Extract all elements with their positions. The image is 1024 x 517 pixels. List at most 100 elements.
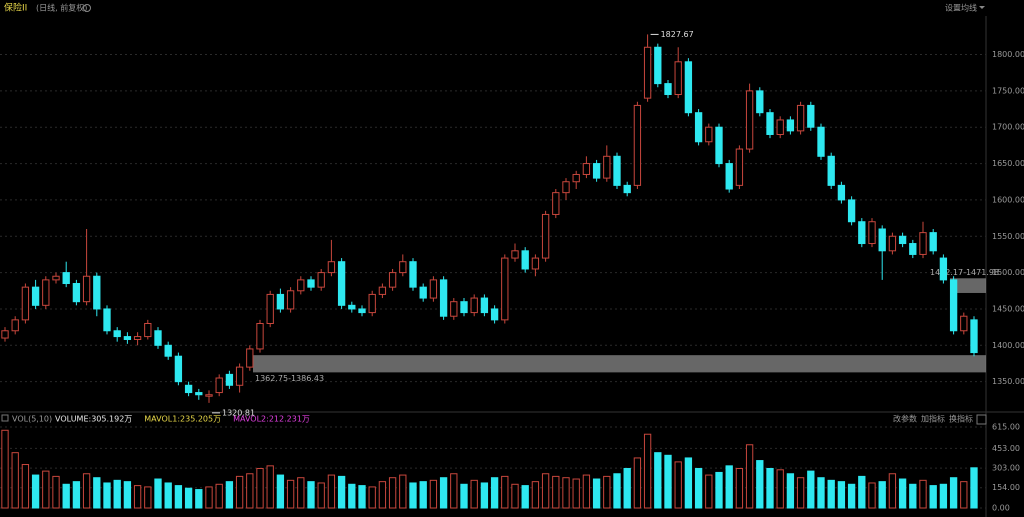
volume-bar	[654, 452, 662, 509]
candle-body	[439, 279, 448, 317]
legend-entry: MAVOL1:235.205万	[144, 415, 221, 424]
volume-bar	[511, 483, 519, 509]
ma-settings[interactable]: 设置均线	[945, 3, 977, 13]
volume-bar	[11, 452, 19, 509]
volume-bar	[552, 475, 560, 509]
close[interactable]	[976, 414, 987, 425]
candle-body	[817, 126, 825, 157]
volume-bar	[929, 485, 937, 509]
candle-body	[399, 261, 407, 274]
volume-bar	[827, 479, 835, 509]
candle-body	[847, 199, 856, 223]
volume-bar	[256, 467, 264, 509]
volume-bar	[796, 477, 805, 509]
volume-bar	[205, 486, 213, 509]
candle-body	[246, 348, 254, 368]
candle-body	[337, 261, 346, 306]
candle-body	[419, 286, 427, 299]
volume-bar	[562, 477, 570, 509]
candle-body	[317, 272, 325, 288]
volume-bar	[307, 481, 315, 509]
candle-body	[807, 104, 815, 128]
collapse[interactable]	[1, 414, 9, 422]
title: 保险II	[4, 2, 27, 14]
candle-body	[929, 232, 937, 252]
candle-body	[93, 275, 101, 310]
candle-body	[184, 384, 193, 394]
volume-bar	[572, 478, 580, 509]
candle-body	[307, 279, 315, 288]
volume-bar	[266, 465, 274, 509]
volume-bar	[103, 482, 111, 509]
volume-bar	[72, 481, 81, 509]
candle-body	[572, 173, 580, 183]
candle-body	[684, 61, 693, 114]
candle-body	[480, 297, 489, 314]
volume-bar	[878, 481, 886, 509]
candle-body	[113, 330, 121, 338]
candle-body	[745, 90, 754, 150]
candle-body	[409, 261, 417, 288]
candle-body	[450, 301, 458, 317]
volume-bar	[123, 481, 132, 509]
candle-body	[511, 250, 519, 259]
volume-bar	[297, 477, 305, 509]
volume-bar	[694, 467, 703, 509]
volume-bar	[909, 483, 917, 509]
y-tick-label: 1700.00	[992, 123, 1024, 132]
y-tick-label: 154.00	[992, 483, 1020, 492]
candle-body	[205, 394, 213, 397]
candle-body	[297, 279, 305, 292]
y-tick-label: 615.00	[992, 422, 1020, 431]
volume-bar	[735, 467, 744, 509]
volume-bar	[970, 467, 978, 509]
candle-body	[31, 286, 40, 306]
candle-body	[286, 290, 295, 310]
volume-bar	[368, 486, 376, 509]
candle-body	[82, 275, 91, 303]
candle-body	[562, 181, 570, 194]
volume-bar	[62, 483, 70, 509]
volume-bar	[766, 467, 774, 509]
volume-bar	[684, 457, 693, 509]
legend-entry: MAVOL2:212.231万	[233, 415, 310, 424]
candle-body	[623, 184, 631, 194]
volume-bar	[939, 483, 948, 509]
candle-body	[541, 213, 550, 259]
volume-bar	[837, 481, 846, 509]
candle-body	[133, 336, 142, 340]
button[interactable]: 加指标	[921, 414, 945, 424]
volume-bar	[847, 483, 856, 509]
candle-body	[715, 126, 723, 165]
candle-body	[827, 155, 835, 186]
volume-bar	[592, 478, 601, 509]
candle-body	[348, 304, 356, 310]
volume-bar	[960, 481, 968, 509]
button[interactable]: 改参数	[893, 414, 917, 424]
candle-body	[888, 235, 897, 252]
volume-bar	[429, 479, 438, 509]
candle-body	[725, 163, 733, 190]
dropdown[interactable]	[979, 6, 985, 9]
volume-bar	[215, 483, 223, 509]
y-tick-label: 0.00	[992, 504, 1010, 513]
candle-body	[235, 366, 244, 386]
candle-body	[501, 257, 509, 321]
volume-bar	[623, 467, 631, 509]
zone-label: 1492.17-1471.98	[930, 268, 999, 277]
button[interactable]: 换指标	[949, 414, 973, 424]
settings-icon[interactable]	[83, 4, 91, 12]
candle-body	[766, 112, 774, 135]
volume-bar	[521, 485, 529, 509]
volume-bar	[582, 474, 591, 509]
candle-body	[368, 293, 376, 314]
volume-bar	[93, 477, 101, 509]
candle-body	[256, 322, 264, 350]
candle-body	[776, 119, 784, 135]
candle-body	[429, 279, 438, 299]
y-tick-label: 1600.00	[992, 195, 1024, 204]
candle-body	[327, 261, 336, 274]
volume-bar	[184, 487, 193, 509]
volume-bar	[154, 478, 162, 509]
